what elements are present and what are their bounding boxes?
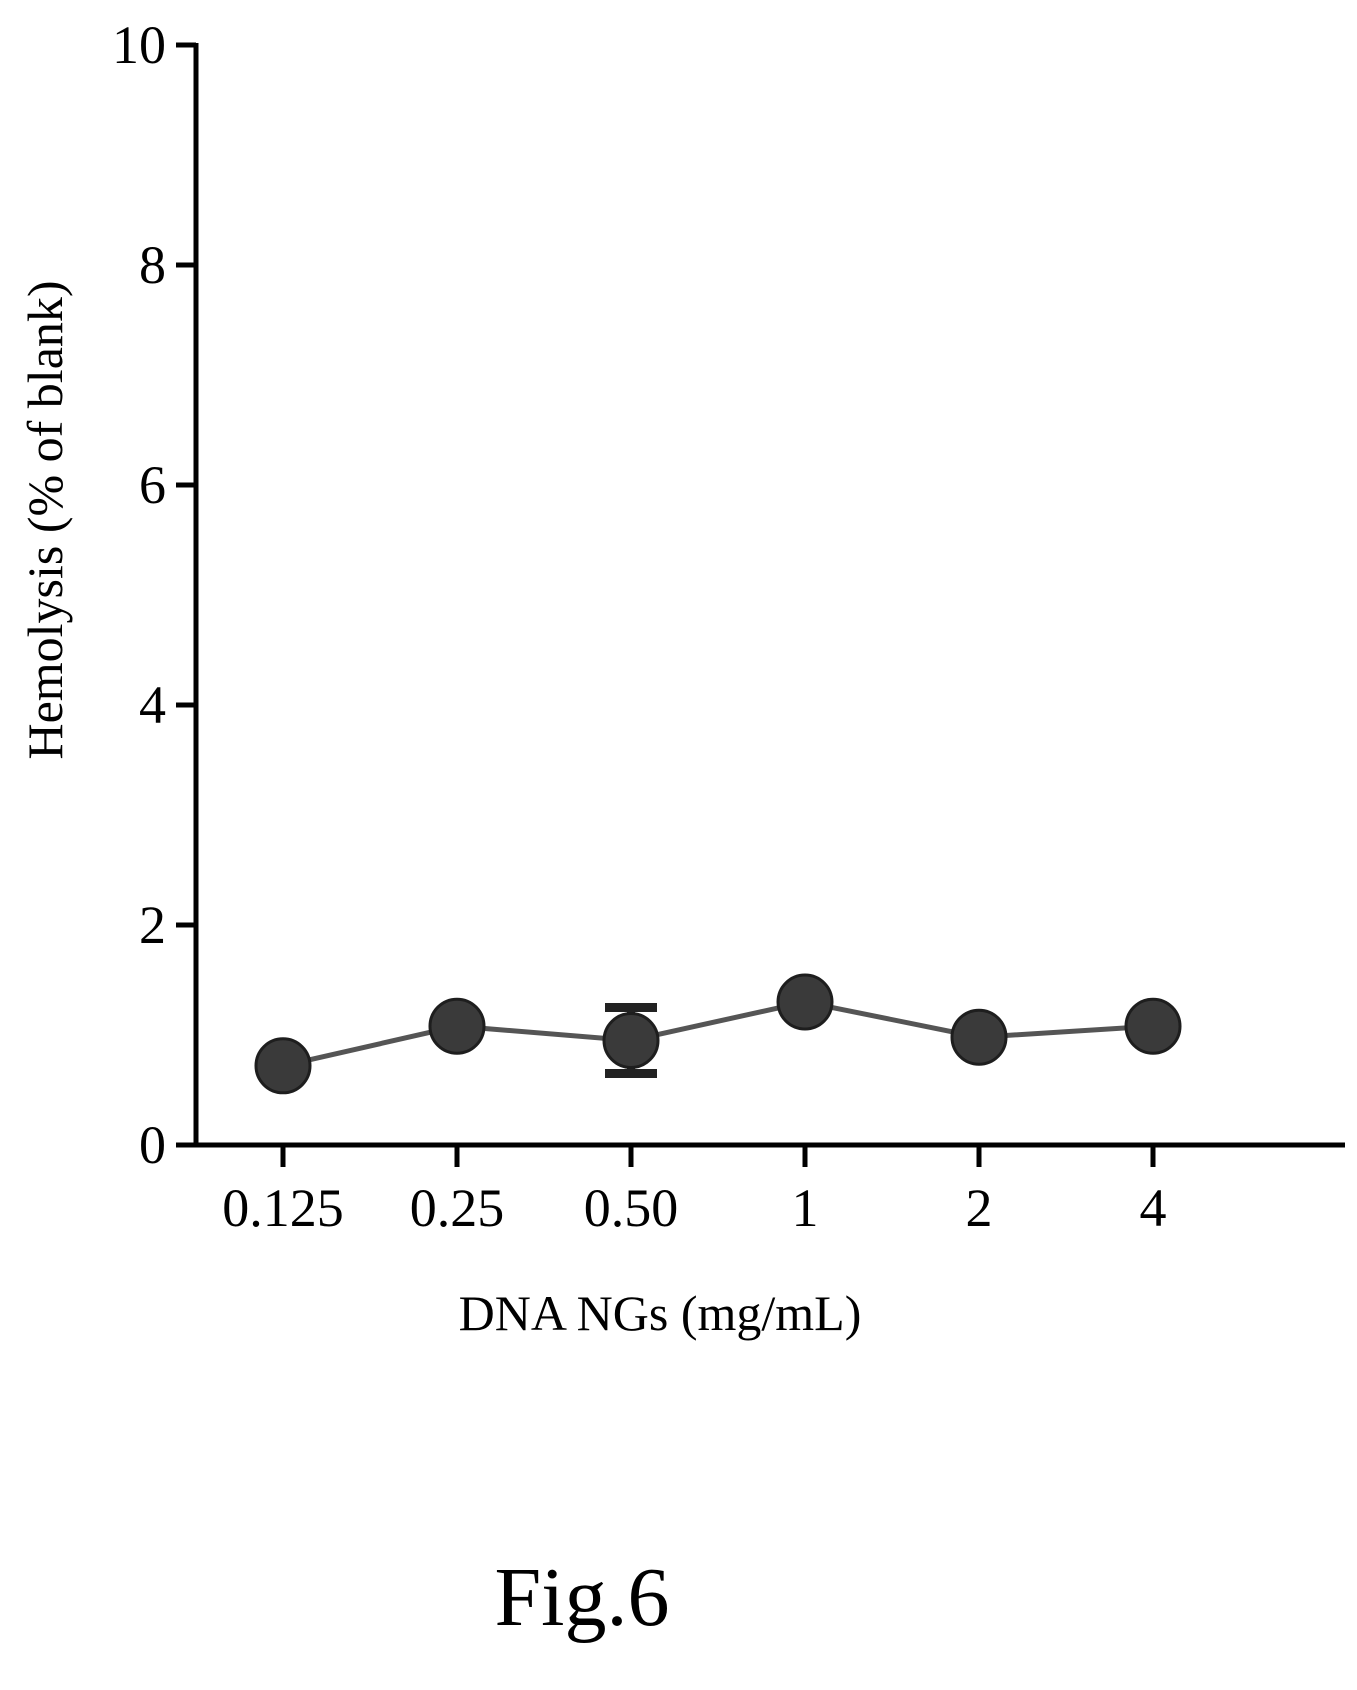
y-tick-label: 8 xyxy=(139,235,166,295)
y-tick-label: 0 xyxy=(139,1115,166,1175)
data-point xyxy=(776,973,834,1031)
x-ticks: 0.125 0.25 0.50 1 2 4 xyxy=(222,1145,1167,1238)
data-point xyxy=(602,1012,660,1069)
y-tick-label: 10 xyxy=(112,15,166,75)
x-tick-label: 1 xyxy=(792,1178,819,1238)
series-line xyxy=(282,999,1154,1069)
y-tick-label: 4 xyxy=(139,675,166,735)
y-tick-label: 2 xyxy=(139,895,166,955)
x-tick-label: 0.50 xyxy=(584,1178,679,1238)
data-point xyxy=(428,997,486,1055)
data-point xyxy=(1124,997,1182,1055)
axes xyxy=(176,43,1345,1148)
data-point xyxy=(950,1008,1008,1066)
y-axis-title: Hemolysis (% of blank) xyxy=(17,280,73,759)
y-ticks: 0 2 4 6 8 10 xyxy=(112,15,196,1175)
x-tick-label: 2 xyxy=(966,1178,993,1238)
x-tick-label: 0.125 xyxy=(222,1178,344,1238)
series-layer xyxy=(254,973,1182,1095)
x-tick-label: 4 xyxy=(1140,1178,1167,1238)
figure-caption: Fig.6 xyxy=(494,1551,669,1644)
data-point xyxy=(254,1037,312,1095)
x-tick-label: 0.25 xyxy=(410,1178,505,1238)
x-axis-title: DNA NGs (mg/mL) xyxy=(459,1285,862,1341)
y-tick-label: 6 xyxy=(139,455,166,515)
